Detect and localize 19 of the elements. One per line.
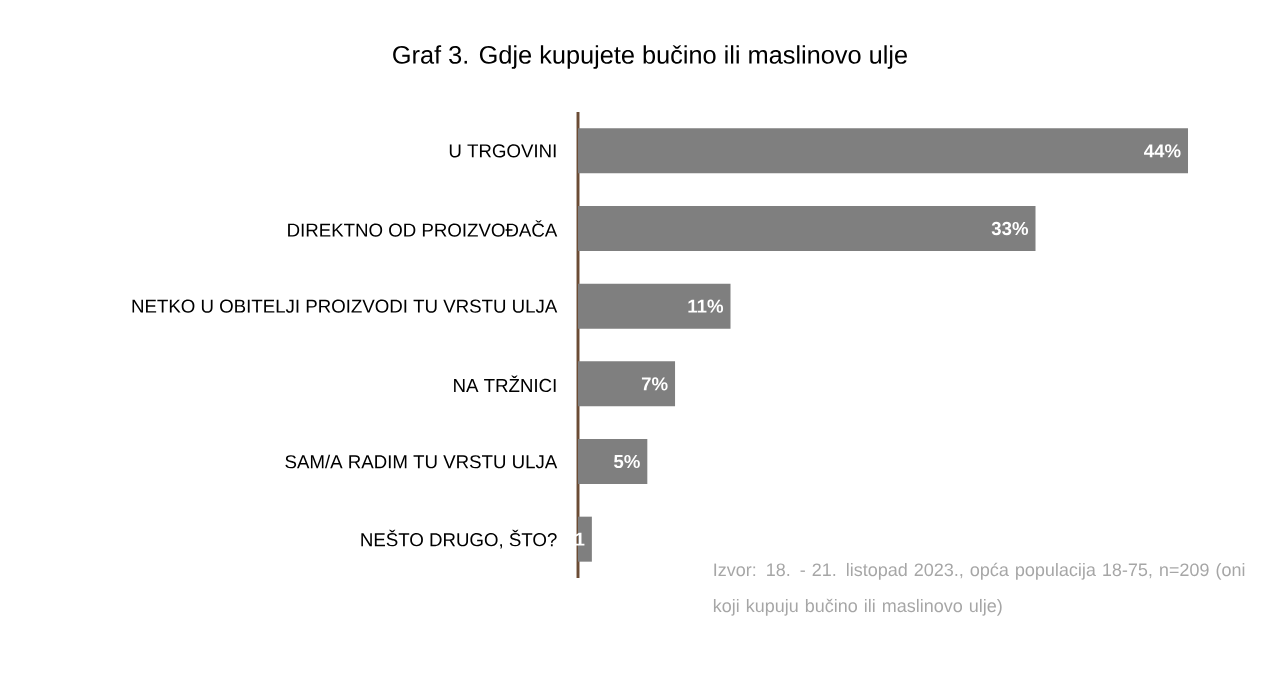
bar bbox=[578, 206, 1036, 251]
annotation: Izvor: 18. - 21. listopad 2023., opća populacija 18-75, n=209 (oni koji kupuju bučino ili maslinovo ulje) bbox=[713, 562, 1245, 616]
y-tick-label: SAM/A RADIM TU VRSTU ULJA bbox=[285, 454, 558, 469]
bar bbox=[578, 439, 648, 485]
data-label: 33% bbox=[991, 221, 1029, 236]
bar bbox=[578, 283, 731, 329]
bar bbox=[578, 516, 592, 562]
data-label: 11% bbox=[688, 299, 724, 313]
y-tick-label: NETKO U OBITELJI PROIZVODI TU VRSTU ULJA bbox=[132, 299, 558, 313]
chart-title: Graf 3. Gdje kupujete bučino ili maslinovo ulje bbox=[393, 45, 907, 69]
y-tick-label: U TRGOVINI bbox=[449, 144, 556, 158]
data-label: 5% bbox=[613, 454, 640, 469]
bar bbox=[578, 128, 1189, 174]
data-label: 7% bbox=[641, 377, 668, 391]
y-tick-label: DIREKTNO OD PROIZVOĐAČA bbox=[288, 220, 558, 237]
bar bbox=[578, 361, 676, 407]
y-tick-label: NA TRŽNICI bbox=[454, 375, 556, 393]
y-tick-label: NEŠTO DRUGO, ŠTO? bbox=[361, 529, 557, 549]
data-label: 44% bbox=[1144, 144, 1181, 158]
